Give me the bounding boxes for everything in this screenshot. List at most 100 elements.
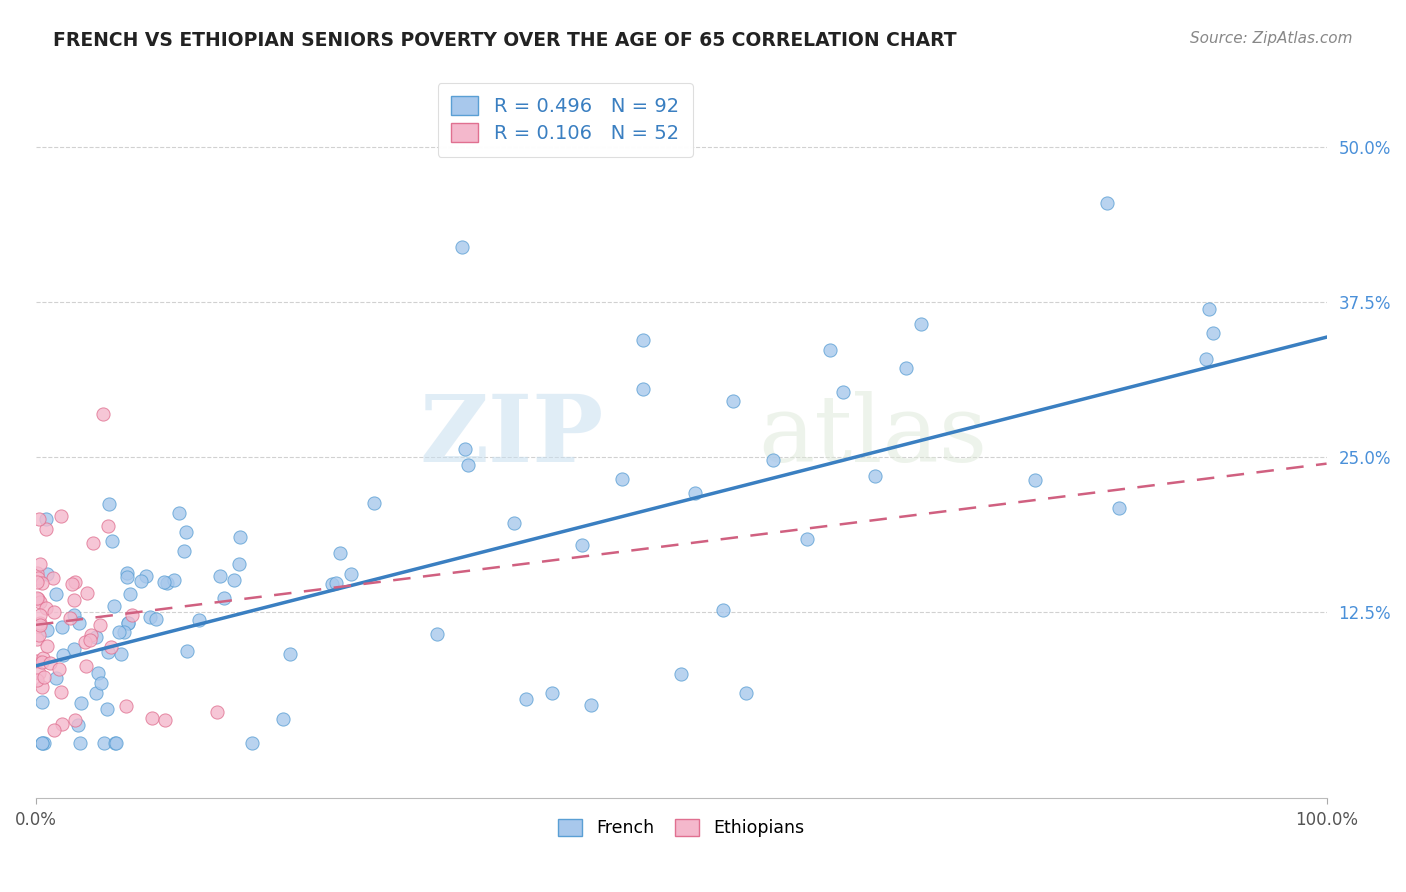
- Point: [321, 576, 343, 591]
- Point: [571, 538, 593, 552]
- Point: [25, 655, 48, 669]
- Point: [683, 486, 706, 500]
- Point: [25, 632, 48, 647]
- Point: [35, 522, 58, 536]
- Point: [1198, 301, 1220, 316]
- Point: [31, 695, 53, 709]
- Point: [117, 615, 139, 630]
- Point: [101, 533, 124, 548]
- Point: [894, 360, 917, 375]
- Point: [209, 569, 232, 583]
- Point: [35, 623, 58, 637]
- Point: [65, 575, 87, 590]
- Point: [97, 518, 120, 533]
- Point: [76, 586, 98, 600]
- Point: [610, 472, 633, 486]
- Point: [28, 616, 51, 631]
- Point: [80, 628, 103, 642]
- Point: [79, 633, 101, 648]
- Point: [503, 516, 526, 531]
- Point: [141, 711, 163, 725]
- Text: FRENCH VS ETHIOPIAN SENIORS POVERTY OVER THE AGE OF 65 CORRELATION CHART: FRENCH VS ETHIOPIAN SENIORS POVERTY OVER…: [53, 31, 957, 50]
- Point: [32, 670, 55, 684]
- Point: [205, 705, 228, 719]
- Point: [35, 601, 58, 615]
- Point: [114, 699, 136, 714]
- Point: [711, 603, 734, 617]
- Point: [212, 591, 235, 605]
- Point: [340, 566, 363, 581]
- Point: [363, 495, 385, 509]
- Point: [42, 605, 65, 619]
- Point: [104, 736, 127, 750]
- Point: [450, 239, 472, 253]
- Point: [734, 686, 756, 700]
- Point: [82, 536, 104, 550]
- Point: [31, 655, 53, 669]
- Point: [721, 393, 744, 408]
- Point: [25, 575, 48, 590]
- Point: [188, 613, 211, 627]
- Point: [818, 343, 841, 358]
- Point: [457, 458, 479, 472]
- Point: [27, 571, 49, 585]
- Point: [86, 686, 108, 700]
- Point: [329, 546, 352, 560]
- Point: [35, 566, 58, 581]
- Point: [579, 698, 602, 713]
- Point: [93, 736, 115, 750]
- Point: [1202, 326, 1225, 340]
- Point: [156, 576, 179, 591]
- Point: [671, 667, 693, 681]
- Legend: French, Ethiopians: French, Ethiopians: [551, 812, 811, 844]
- Point: [103, 599, 125, 613]
- Point: [75, 658, 97, 673]
- Point: [229, 530, 252, 544]
- Point: [31, 575, 53, 590]
- Point: [832, 384, 855, 399]
- Point: [176, 644, 198, 658]
- Point: [145, 612, 167, 626]
- Point: [28, 512, 51, 526]
- Point: [30, 608, 52, 623]
- Point: [240, 736, 263, 750]
- Point: [25, 591, 48, 606]
- Point: [97, 645, 120, 659]
- Point: [454, 442, 477, 457]
- Point: [41, 571, 63, 585]
- Point: [631, 333, 654, 347]
- Point: [70, 696, 93, 710]
- Point: [1195, 351, 1218, 366]
- Point: [910, 318, 932, 332]
- Point: [515, 692, 537, 706]
- Point: [796, 532, 818, 546]
- Point: [60, 577, 83, 591]
- Point: [28, 595, 51, 609]
- Point: [62, 607, 84, 622]
- Point: [1095, 196, 1118, 211]
- Point: [271, 712, 294, 726]
- Point: [69, 736, 91, 750]
- Point: [63, 714, 86, 728]
- Point: [228, 558, 250, 572]
- Point: [325, 575, 347, 590]
- Point: [98, 497, 121, 511]
- Point: [25, 566, 48, 580]
- Point: [174, 524, 197, 539]
- Point: [100, 640, 122, 654]
- Point: [426, 627, 449, 641]
- Point: [27, 592, 49, 607]
- Point: [115, 566, 138, 580]
- Point: [278, 647, 301, 661]
- Text: atlas: atlas: [759, 391, 988, 481]
- Point: [117, 615, 139, 630]
- Point: [44, 723, 66, 738]
- Point: [49, 685, 72, 699]
- Point: [31, 680, 53, 694]
- Point: [135, 568, 157, 582]
- Point: [37, 639, 59, 653]
- Point: [139, 610, 162, 624]
- Point: [1024, 473, 1046, 487]
- Point: [51, 717, 73, 731]
- Point: [541, 686, 564, 700]
